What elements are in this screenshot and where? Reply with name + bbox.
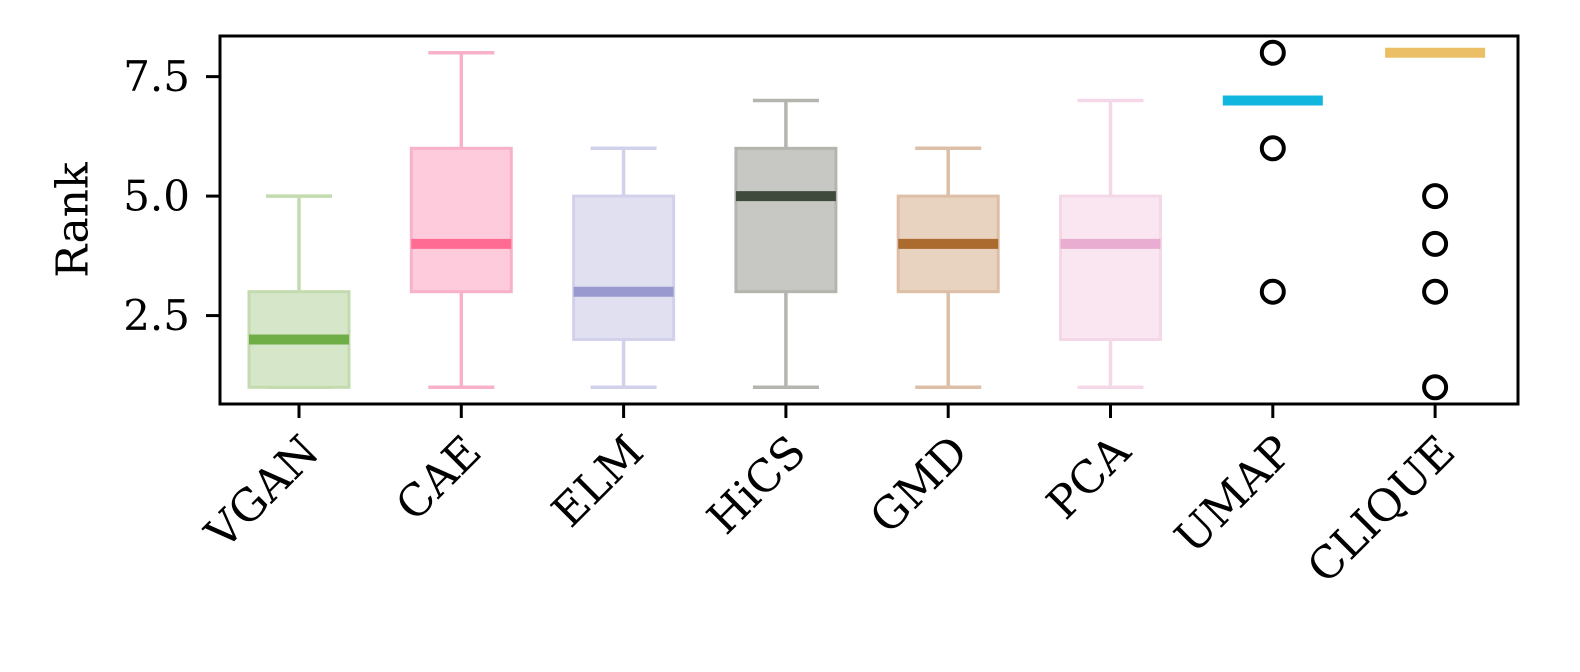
outlier-point (1259, 39, 1286, 66)
x-tick-label: HiCS (698, 426, 816, 544)
box-body (734, 146, 838, 294)
outlier-point (1422, 278, 1449, 305)
box-group-hics (734, 98, 838, 390)
y-axis-label: Rank (48, 162, 99, 278)
box-body (1059, 194, 1162, 341)
outlier-point (1422, 183, 1449, 210)
box-group-vgan (247, 194, 351, 390)
x-tick-label: UMAP (1165, 426, 1303, 564)
x-tick-label: CAE (386, 426, 491, 531)
y-tick-label: 2.5 (123, 291, 190, 340)
y-tick-label: 7.5 (123, 52, 190, 101)
outlier-point (1259, 278, 1286, 305)
y-tick-label: 5.0 (123, 172, 190, 221)
box-group-umap (1222, 39, 1323, 305)
outlier-point (1422, 230, 1449, 257)
x-tick-label: CLIQUE (1298, 426, 1465, 593)
box-group-pca (1059, 98, 1162, 390)
outlier-point (1422, 374, 1449, 401)
box-group-clique (1385, 47, 1486, 401)
x-tick-label: GMD (861, 426, 979, 544)
plot-frame (218, 34, 1520, 406)
box-body (572, 194, 676, 341)
box-group-elm (572, 146, 676, 390)
plot-area (247, 39, 1486, 401)
box-group-cae (409, 50, 513, 390)
x-tick-label: ELM (542, 426, 653, 537)
x-tick-label: VGAN (195, 426, 329, 560)
outlier-point (1259, 135, 1286, 162)
box-body (409, 146, 513, 294)
x-tick-label: PCA (1037, 425, 1141, 529)
box-group-gmd (896, 146, 1000, 390)
